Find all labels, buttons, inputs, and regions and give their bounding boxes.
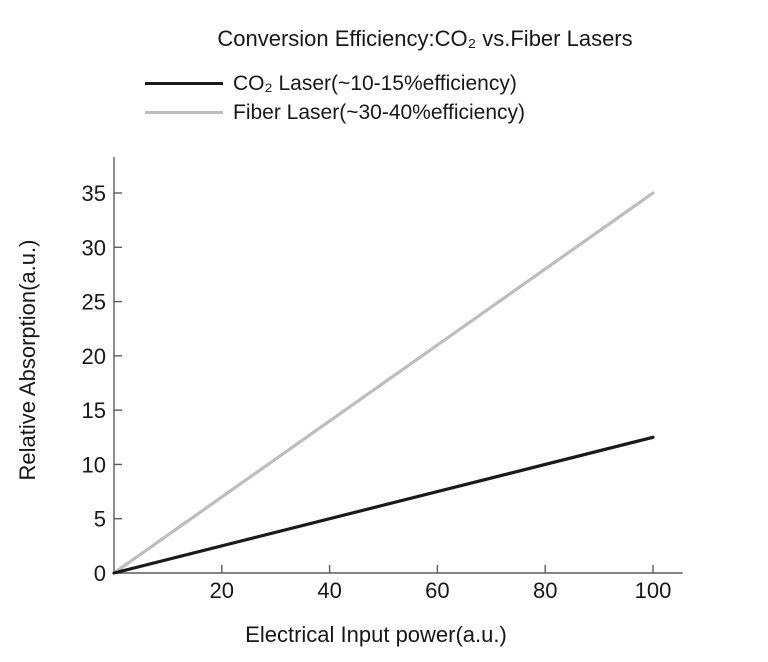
y-tick-label: 10 [82, 452, 106, 477]
legend-label-co2: CO₂ Laser(~10-15%efficiency) [233, 71, 517, 95]
y-tick-label: 25 [82, 290, 106, 315]
legend: CO₂ Laser(~10-15%efficiency) Fiber Laser… [145, 69, 525, 127]
x-tick-label: 60 [425, 578, 449, 603]
x-tick-label: 100 [635, 578, 672, 603]
series-line-0 [112, 435, 655, 575]
legend-label-fiber: Fiber Laser(~30-40%efficiency) [233, 100, 526, 124]
x-tick-label: 20 [210, 578, 234, 603]
x-axis-label: Electrical Input power(a.u.) [245, 622, 507, 647]
legend-item-co2-laser: CO₂ Laser(~10-15%efficiency) [145, 69, 525, 98]
x-tick-label: 80 [533, 578, 557, 603]
series-line-1 [112, 191, 655, 575]
y-tick-label: 5 [94, 507, 106, 532]
y-tick-label: 35 [82, 181, 106, 206]
legend-line-swatch-co2 [145, 81, 223, 86]
y-tick-label: 30 [82, 235, 106, 260]
chart-title: Conversion Efficiency:CO₂ vs.Fiber Laser… [217, 26, 633, 51]
legend-line-swatch-fiber [145, 110, 223, 115]
y-tick-label: 20 [82, 344, 106, 369]
y-tick-label: 15 [82, 398, 106, 423]
x-tick-label: 40 [317, 578, 341, 603]
y-tick-label: 0 [94, 561, 106, 586]
axes-lines [113, 157, 683, 574]
y-axis-label: Relative Absorption(a.u.) [15, 239, 40, 481]
legend-item-fiber-laser: Fiber Laser(~30-40%efficiency) [145, 98, 525, 127]
